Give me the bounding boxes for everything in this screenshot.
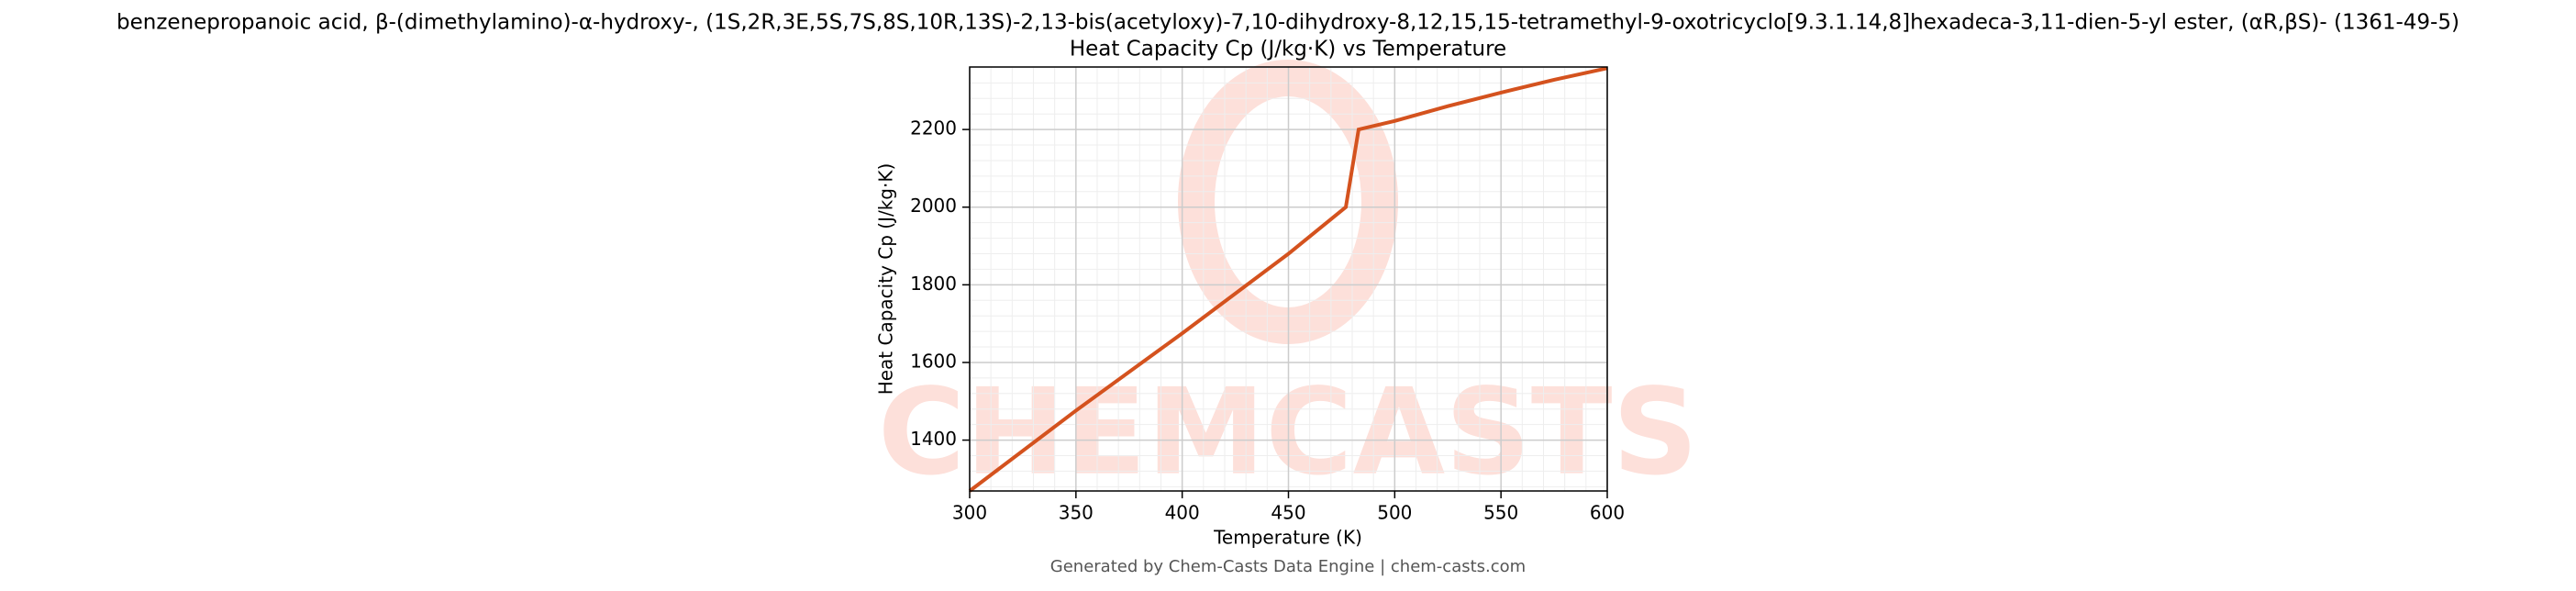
plot-frame	[969, 66, 1608, 492]
y-tick-label: 2000	[910, 195, 957, 217]
x-tick-label: 450	[1271, 502, 1305, 524]
y-axis-label: Heat Capacity Cp (J/kg·K)	[875, 163, 897, 396]
x-tick-label: 300	[952, 502, 987, 524]
y-tick-label: 1600	[910, 350, 957, 372]
y-tick-label: 2200	[910, 117, 957, 139]
footer: Generated by Chem-Casts Data Engine | ch…	[1050, 557, 1526, 576]
x-tick-label: 350	[1059, 502, 1094, 524]
x-axis-label: Temperature (K)	[1213, 527, 1362, 549]
x-tick-label: 600	[1590, 502, 1625, 524]
x-tick-label: 500	[1377, 502, 1412, 524]
y-tick-label: 1800	[910, 273, 957, 295]
y-tick-label: 1400	[910, 428, 957, 450]
chart-title: benzenepropanoic acid, β-(dimethylamino)…	[117, 11, 2459, 35]
chart-subtitle: Heat Capacity Cp (J/kg·K) vs Temperature	[1070, 38, 1506, 61]
data-line	[968, 66, 1608, 493]
x-tick-label: 400	[1165, 502, 1200, 524]
x-tick-label: 550	[1483, 502, 1518, 524]
